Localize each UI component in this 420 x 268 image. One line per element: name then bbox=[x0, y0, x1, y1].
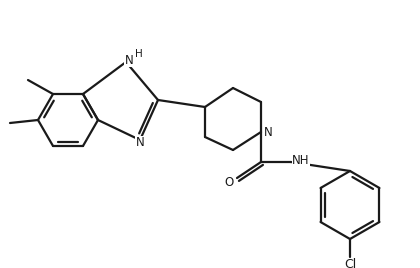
Text: O: O bbox=[224, 177, 234, 189]
Text: Cl: Cl bbox=[344, 259, 356, 268]
Text: N: N bbox=[136, 136, 144, 150]
Text: NH: NH bbox=[292, 154, 310, 166]
Text: H: H bbox=[135, 49, 143, 59]
Text: N: N bbox=[264, 125, 273, 139]
Text: N: N bbox=[125, 54, 134, 66]
